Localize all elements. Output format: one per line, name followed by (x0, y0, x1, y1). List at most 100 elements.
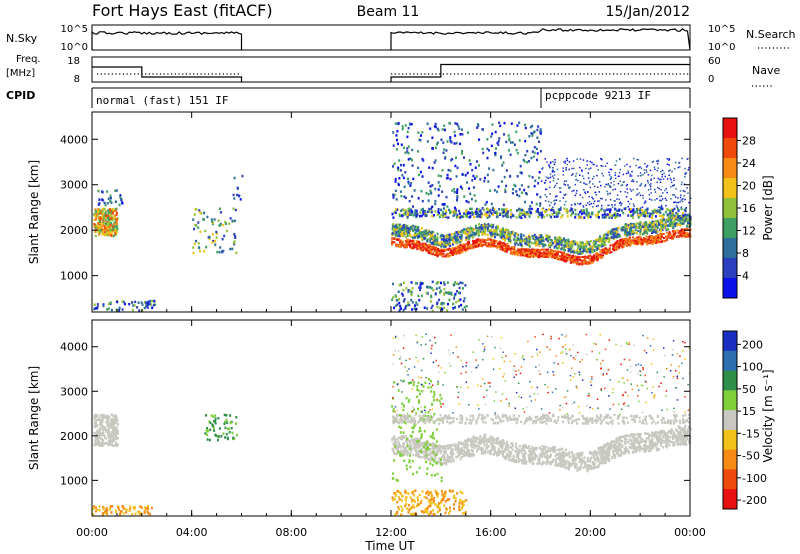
echo-cell (418, 214, 421, 218)
echo-cell (115, 207, 118, 211)
echo-cell (491, 226, 494, 229)
echo-cell (593, 258, 596, 260)
echo-cell (609, 192, 611, 195)
echo-cell (445, 243, 448, 247)
echo-cell (644, 184, 647, 186)
echo-cell (460, 239, 463, 242)
echo-cell (606, 251, 609, 254)
echo-cell (533, 248, 535, 251)
echo-cell (496, 233, 499, 236)
echo-cell (609, 232, 612, 236)
echo-cell (106, 202, 109, 205)
echo-cell (688, 201, 690, 204)
echo-cell (215, 232, 218, 235)
echo-cell (679, 201, 681, 203)
echo-cell (484, 243, 487, 246)
echo-cell (528, 208, 531, 212)
echo-cell (115, 433, 118, 436)
echo-cell (429, 286, 432, 289)
echo-cell (492, 230, 495, 234)
echo-cell (94, 421, 96, 424)
echo-cell (403, 226, 406, 230)
echo-cell (473, 228, 476, 231)
echo-cell (474, 199, 477, 203)
echo-cell (111, 216, 114, 219)
echo-cell (651, 227, 654, 230)
echo-cell (540, 234, 543, 237)
echo-cell (458, 305, 460, 308)
echo-cell (563, 183, 565, 185)
echo-cell (668, 231, 671, 234)
echo-cell (601, 240, 604, 243)
echo-cell (528, 135, 531, 138)
echo-cell (529, 253, 532, 255)
echo-cell (551, 213, 554, 216)
echo-cell (125, 511, 128, 514)
echo-cell (544, 158, 546, 160)
echo-cell (553, 215, 556, 218)
nsky-panel: 10^5 10^0 10^5 10^0 (61, 24, 736, 53)
echo-cell (629, 173, 632, 176)
echo-cell (625, 172, 628, 175)
echo-cell (419, 244, 422, 246)
echo-cell (391, 225, 394, 229)
echo-cell (662, 225, 665, 228)
echo-cell (607, 192, 609, 195)
echo-cell (617, 235, 620, 238)
echo-cell (401, 228, 403, 232)
echo-cell (650, 226, 653, 229)
echo-cell (109, 213, 112, 216)
echo-cell (516, 151, 519, 155)
echo-cell (411, 195, 414, 198)
echo-cell (116, 432, 119, 436)
echo-cell (404, 124, 407, 127)
echo-cell (581, 209, 584, 212)
echo-cell (643, 227, 646, 230)
echo-cell (473, 241, 476, 244)
echo-cell (469, 246, 472, 249)
echo-cell (403, 298, 406, 301)
echo-cell (444, 235, 447, 238)
echo-cell (581, 260, 584, 263)
echo-cell (397, 142, 399, 146)
echo-cell (627, 170, 629, 172)
echo-cell (599, 235, 601, 238)
echo-cell (486, 156, 489, 160)
echo-cell (598, 200, 601, 202)
echo-cell (524, 242, 527, 245)
echo-cell (525, 254, 528, 257)
echo-cell (508, 239, 510, 243)
echo-cell (110, 438, 113, 442)
echo-cell (490, 135, 493, 138)
echo-cell (619, 180, 621, 182)
echo-cell (110, 201, 113, 204)
echo-cell (592, 183, 594, 185)
echo-cell (496, 141, 499, 145)
echo-cell (627, 206, 630, 208)
echo-cell (109, 426, 112, 429)
echo-cell (566, 244, 569, 248)
echo-cell (583, 257, 586, 260)
echo-cell (458, 250, 461, 253)
echo-cell (635, 223, 638, 227)
echo-cell (566, 159, 569, 162)
echo-cell (394, 304, 397, 308)
echo-cell (622, 211, 625, 215)
echo-cell (101, 222, 104, 226)
echo-cell (606, 233, 609, 237)
echo-cell (569, 244, 572, 247)
echo-cell (95, 509, 98, 513)
echo-cell (652, 237, 655, 240)
echo-cell (579, 247, 582, 251)
echo-cell (232, 193, 235, 197)
echo-cell (402, 294, 405, 297)
echo-cell (658, 187, 660, 190)
echo-cell (594, 191, 596, 194)
echo-cell (668, 174, 670, 176)
echo-cell (472, 232, 475, 236)
echo-cell (549, 248, 552, 251)
echo-cell (560, 216, 563, 219)
echo-cell (631, 213, 634, 217)
echo-cell (524, 250, 526, 253)
